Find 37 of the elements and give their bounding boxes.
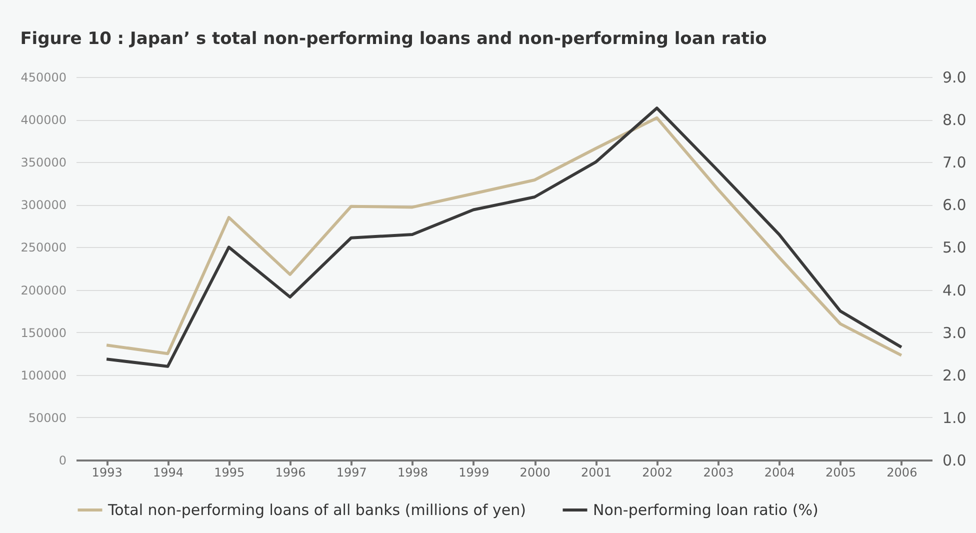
y-tick-label: 50000 [28, 410, 66, 425]
y2-tick-label: 7.0 [942, 154, 966, 172]
y-tick-label: 0 [58, 454, 66, 468]
y2-tick-label: 6.0 [942, 196, 966, 214]
y-tick-label: 400000 [20, 113, 66, 128]
y2-tick-label: 2.0 [942, 366, 966, 384]
y2-tick-label: 1.0 [942, 408, 966, 427]
y2-tick-label: 3.0 [942, 324, 966, 342]
x-tick-label: 2005 [826, 466, 856, 480]
x-tick-label: 2006 [886, 466, 918, 480]
x-tick-label: 1995 [214, 466, 245, 480]
chart-title: Figure 10 : Japan’ s total non-performing loans and non-performing loan ratio [20, 29, 767, 49]
y-tick-label: 250000 [20, 240, 66, 255]
y-tick-label: 100000 [20, 368, 66, 382]
x-tick-label: 1998 [398, 466, 428, 480]
y-tick-label: 200000 [20, 283, 66, 298]
x-tick-label: 1993 [92, 466, 122, 480]
y-tick-label: 150000 [20, 326, 66, 340]
x-tick-label: 2002 [642, 466, 673, 480]
y-tick-label: 300000 [20, 198, 66, 212]
y-tick-label: 450000 [20, 70, 66, 84]
x-tick-label: 1997 [336, 466, 367, 480]
y2-tick-label: 4.0 [942, 281, 966, 300]
legend-label: Total non-performing loans of all banks (millions of yen) [107, 501, 526, 519]
x-tick-label: 1999 [458, 466, 490, 480]
x-tick-label: 1994 [152, 466, 184, 480]
x-tick-label: 2003 [703, 466, 734, 480]
y2-tick-label: 8.0 [942, 111, 966, 130]
x-tick-label: 2000 [520, 466, 550, 480]
x-tick-label: 2004 [764, 466, 795, 480]
x-tick-label: 2001 [580, 466, 612, 480]
y2-tick-label: 0.0 [942, 452, 966, 470]
y-tick-label: 350000 [20, 156, 66, 170]
legend-label: Non-performing loan ratio (%) [593, 501, 818, 519]
y2-tick-label: 5.0 [942, 238, 966, 257]
x-tick-label: 1996 [275, 466, 306, 480]
y2-tick-label: 9.0 [942, 68, 966, 86]
